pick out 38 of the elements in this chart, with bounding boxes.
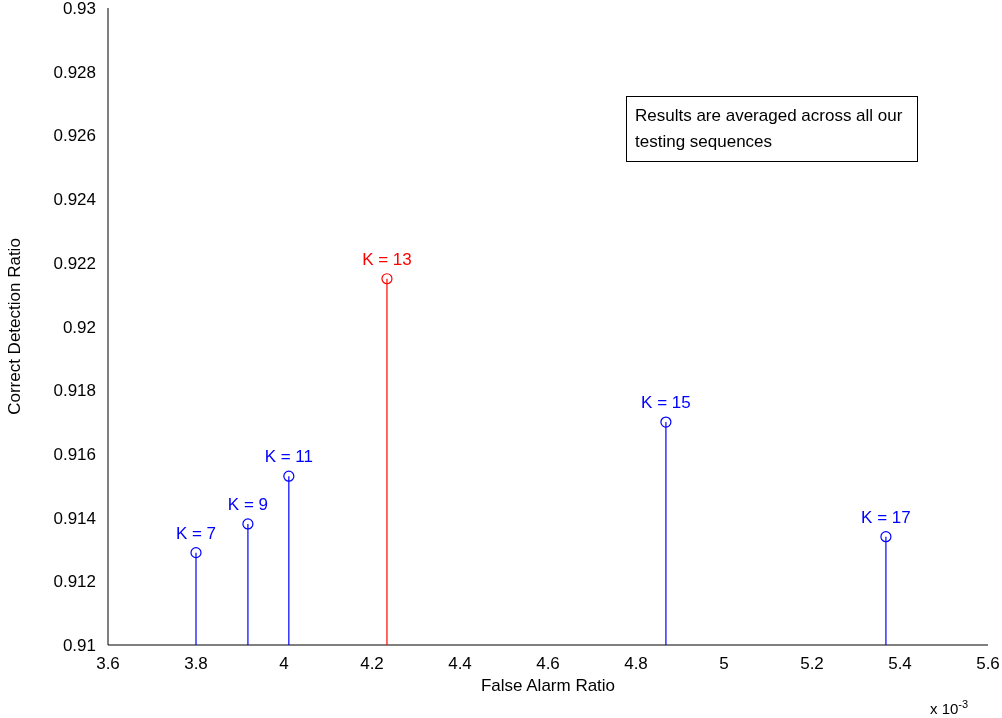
point xyxy=(381,273,393,285)
x-axis-title: False Alarm Ratio xyxy=(480,676,616,696)
y-tick-label: 0.926 xyxy=(53,126,96,146)
y-tick-label: 0.914 xyxy=(53,508,96,528)
x-tick-label: 3.6 xyxy=(96,654,120,674)
annotation: K = 11 xyxy=(264,447,314,467)
point xyxy=(283,470,295,482)
y-tick-label: 0.912 xyxy=(53,572,96,592)
point xyxy=(190,547,202,559)
annotation: K = 17 xyxy=(861,507,911,527)
y-tick-label: 0.922 xyxy=(53,253,96,273)
y-tick-label: 0.92 xyxy=(62,317,96,337)
x-tick-label: 5.6 xyxy=(976,654,1000,674)
annotation: Results are averaged across all our testing sequences xyxy=(626,96,918,162)
y-tick-label: 0.924 xyxy=(53,190,96,210)
annotation: K = 13 xyxy=(362,249,412,269)
x-tick-label: 5.4 xyxy=(888,654,912,674)
annotation: K = 7 xyxy=(175,523,217,543)
x-tick-label: 4.4 xyxy=(448,654,472,674)
y-tick-label: 0.93 xyxy=(62,0,96,19)
y-axis-title: Correct Detection Ratio xyxy=(5,238,25,415)
x-tick-label: 4.8 xyxy=(624,654,648,674)
y-tick-label: 0.928 xyxy=(53,62,96,82)
y-tick-label: 0.91 xyxy=(62,636,96,656)
x-tick-label: 4 xyxy=(279,654,289,674)
x-tick-label: 5.2 xyxy=(800,654,824,674)
x-tick-label: 5 xyxy=(719,654,729,674)
x-tick-label: 3.8 xyxy=(184,654,208,674)
annotation: K = 9 xyxy=(227,494,269,514)
x-tick-label: 4.2 xyxy=(360,654,384,674)
text: x 10$^{-3}$ xyxy=(930,698,969,717)
point xyxy=(242,518,254,530)
annotation: K = 15 xyxy=(641,393,691,413)
y-tick-label: 0.916 xyxy=(53,444,96,464)
x-tick-label: 4.6 xyxy=(536,654,560,674)
point xyxy=(660,416,672,428)
point xyxy=(880,531,892,543)
y-tick-label: 0.918 xyxy=(53,381,96,401)
